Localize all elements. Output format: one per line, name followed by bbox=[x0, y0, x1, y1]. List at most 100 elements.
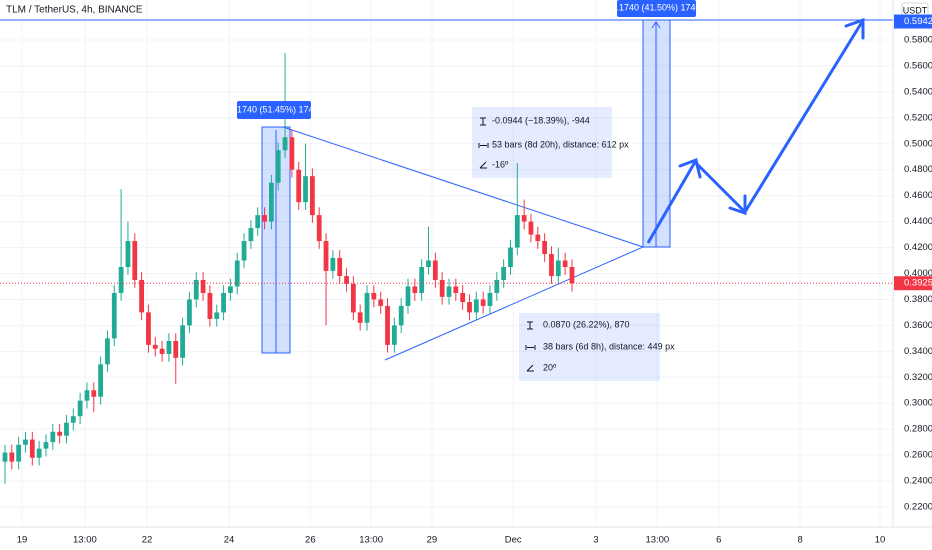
grid bbox=[0, 0, 893, 527]
candle-body bbox=[555, 260, 561, 277]
candle-body bbox=[64, 422, 69, 436]
measure-info-box bbox=[519, 313, 660, 381]
candle-body bbox=[248, 228, 254, 242]
annotation: -0.0944 (−18.39%), -944 bbox=[492, 115, 590, 125]
y-tick-label: 0.4200 bbox=[904, 242, 932, 253]
annotation: 0.1740 (41.50%) 1740 bbox=[611, 2, 700, 12]
candle-body bbox=[43, 442, 49, 449]
y-tick-label: 0.2800 bbox=[904, 424, 932, 435]
trend-line bbox=[384, 246, 644, 361]
x-tick-label: 13:00 bbox=[645, 535, 669, 546]
candle-body bbox=[562, 260, 568, 268]
candle-body bbox=[460, 292, 466, 303]
candle-body bbox=[111, 292, 117, 339]
annotation: -16º bbox=[492, 159, 509, 169]
candle-body bbox=[473, 299, 479, 313]
candle-body bbox=[268, 182, 274, 222]
candle-body bbox=[200, 279, 206, 293]
candle-body bbox=[50, 431, 56, 443]
candle-body bbox=[514, 215, 520, 248]
candle-body bbox=[36, 448, 42, 458]
y-tick-label: 0.4800 bbox=[904, 164, 932, 175]
annotation: 20º bbox=[543, 362, 557, 372]
candle-body bbox=[98, 364, 104, 397]
y-tick-label: 0.5600 bbox=[904, 60, 932, 71]
candle-body bbox=[371, 292, 377, 300]
candle-body bbox=[228, 286, 233, 293]
x-tick-label: 8 bbox=[797, 535, 802, 546]
candle-body bbox=[289, 137, 295, 170]
projection-path bbox=[646, 21, 864, 244]
candle-body bbox=[453, 286, 459, 293]
y-tick-label: 0.2200 bbox=[904, 502, 932, 513]
annotation: 38 bars (6d 8h), distance: 449 px bbox=[543, 341, 675, 351]
candle-body bbox=[542, 241, 548, 255]
candle-body bbox=[255, 215, 261, 229]
candle-body bbox=[84, 390, 90, 401]
x-tick-label: 19 bbox=[17, 535, 28, 546]
candle-body bbox=[296, 169, 302, 203]
candle-body bbox=[501, 267, 507, 280]
y-tick-label: 0.5800 bbox=[904, 34, 932, 45]
last-price-box bbox=[894, 276, 932, 291]
x-tick-label: 29 bbox=[427, 535, 438, 546]
x-tick-label: 10 bbox=[875, 535, 886, 546]
candle-body bbox=[207, 292, 213, 319]
candle-body bbox=[139, 279, 144, 313]
annotation: 0.1740 (51.45%) 1740 bbox=[229, 104, 318, 114]
x-tick-label: 13:00 bbox=[73, 535, 97, 546]
candle-body bbox=[316, 215, 322, 242]
measure-icons bbox=[478, 117, 536, 372]
candle-body bbox=[241, 241, 247, 261]
candle-body bbox=[344, 276, 349, 284]
candle-body bbox=[16, 444, 22, 462]
candle-body bbox=[480, 299, 486, 306]
last-price-label: 0.3925 bbox=[904, 278, 932, 289]
candle-body bbox=[173, 340, 179, 358]
y-tick-label: 0.5000 bbox=[904, 138, 932, 149]
y-tick-label: 0.5400 bbox=[904, 86, 932, 97]
candle-body bbox=[398, 305, 404, 326]
candle-body bbox=[132, 241, 138, 280]
candle-body bbox=[125, 241, 131, 268]
x-tick-label: Dec bbox=[505, 535, 522, 546]
candle-body bbox=[391, 325, 397, 345]
arrow-head bbox=[844, 17, 865, 40]
candle-body bbox=[221, 292, 226, 313]
candle-body bbox=[214, 312, 220, 319]
currency: USDT bbox=[903, 5, 928, 15]
y-tick-label: 0.3600 bbox=[904, 320, 932, 331]
candle-body bbox=[275, 150, 281, 183]
x-tick-label: 24 bbox=[224, 535, 235, 546]
candle-body bbox=[494, 279, 500, 293]
arrow-head bbox=[678, 157, 702, 179]
x-tick-label: 3 bbox=[593, 535, 598, 546]
y-tick-label: 0.5200 bbox=[904, 112, 932, 123]
measure-label-box bbox=[237, 101, 311, 119]
candle-body bbox=[350, 283, 356, 313]
candle-body bbox=[364, 292, 370, 323]
candle-body bbox=[91, 390, 97, 397]
target-price-label: 0.5942 bbox=[904, 16, 932, 27]
candle-body bbox=[282, 137, 288, 151]
candle-body bbox=[234, 260, 240, 287]
y-tick-label: 0.3400 bbox=[904, 346, 932, 357]
candle-body bbox=[419, 267, 425, 293]
candles bbox=[2, 52, 575, 484]
candle-body bbox=[378, 299, 384, 306]
chart-title: TLM / TetherUS, 4h, BINANCE bbox=[6, 5, 143, 16]
candle-body bbox=[569, 267, 575, 284]
x-tick-label: 22 bbox=[142, 535, 153, 546]
y-tick-label: 0.4600 bbox=[904, 190, 932, 201]
candle-body bbox=[159, 348, 165, 354]
y-tick-label: 0.2400 bbox=[904, 476, 932, 487]
annotation: 0.0870 (26.22%), 870 bbox=[543, 319, 630, 329]
y-tick-label: 0.3200 bbox=[904, 372, 932, 383]
candle-body bbox=[166, 340, 172, 354]
arrow-head bbox=[651, 21, 661, 29]
candle-body bbox=[70, 416, 76, 423]
y-tick-label: 0.4000 bbox=[904, 268, 932, 279]
candle-body bbox=[2, 452, 8, 462]
candle-body bbox=[57, 431, 63, 436]
